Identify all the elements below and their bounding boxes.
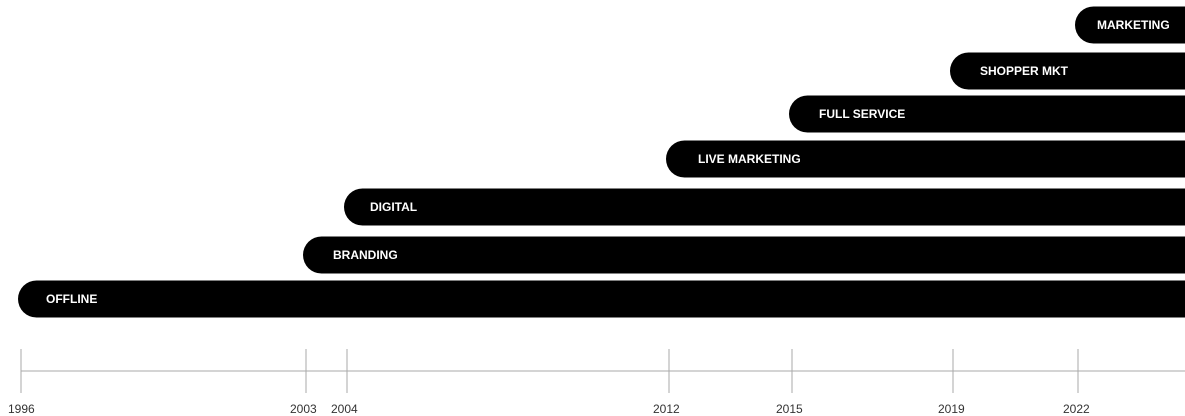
bar-label: SHOPPER MKT: [980, 64, 1069, 78]
bar-label: MARKETING: [1097, 18, 1170, 32]
bar-shape: [18, 280, 1185, 318]
tick-label: 2019: [938, 402, 965, 416]
bar-label: LIVE MARKETING: [698, 152, 801, 166]
bar-label: OFFLINE: [46, 292, 97, 306]
tick-label: 2012: [653, 402, 680, 416]
bar-full-service: FULL SERVICE: [789, 95, 1185, 133]
bar-shape: [666, 140, 1185, 178]
bar-label: BRANDING: [333, 248, 398, 262]
bar-shape: [1075, 6, 1185, 44]
bar-shopper-mkt: SHOPPER MKT: [950, 52, 1185, 90]
bar-label: DIGITAL: [370, 200, 417, 214]
tick-label: 1996: [8, 402, 35, 416]
tick-label: 2022: [1063, 402, 1090, 416]
tick-label: 2015: [776, 402, 803, 416]
bars-layer: MARKETING SHOPPER MKT FULL SERVICE LIVE MAR…: [18, 6, 1185, 318]
bar-marketing: MARKETING: [1075, 6, 1185, 44]
bar-offline: OFFLINE: [18, 280, 1185, 318]
bar-live-marketing: LIVE MARKETING: [666, 140, 1185, 178]
tick-label: 2003: [290, 402, 317, 416]
bar-digital: DIGITAL: [344, 188, 1185, 226]
bar-shape: [344, 188, 1185, 226]
bar-branding: BRANDING: [303, 236, 1185, 274]
bar-shape: [303, 236, 1185, 274]
timeline-axis: 1996 2003 2004 2012 2015 2019 2022: [8, 349, 1185, 416]
bar-label: FULL SERVICE: [819, 107, 905, 121]
bar-shape: [789, 95, 1185, 133]
bar-shape: [950, 52, 1185, 90]
tick-label: 2004: [331, 402, 358, 416]
